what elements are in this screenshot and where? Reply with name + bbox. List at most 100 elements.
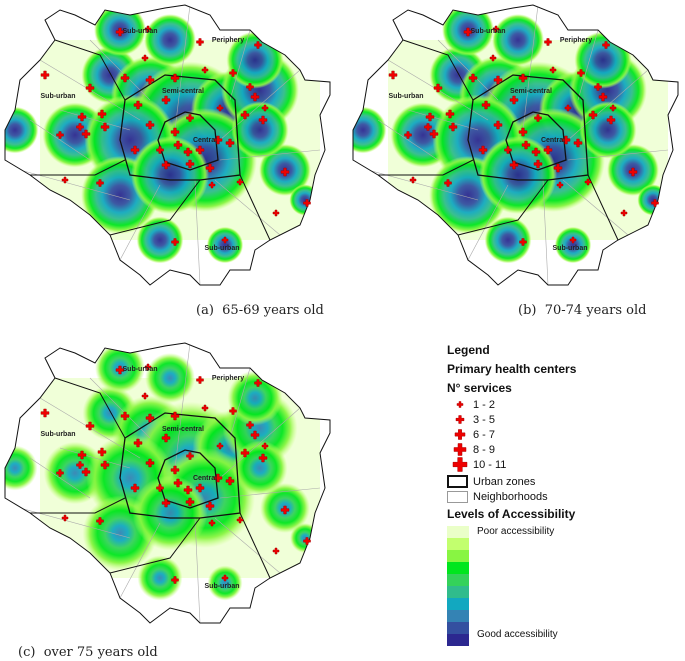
service-class-3: 8 - 9 <box>447 442 677 457</box>
urban-zone-boundary <box>239 174 271 241</box>
cross-icon <box>452 457 468 472</box>
health-center-marker <box>77 112 87 122</box>
health-center-marker <box>225 476 235 486</box>
urban-zone-boundary <box>30 497 126 514</box>
health-center-marker <box>85 421 95 431</box>
caption-b: (b) 70-74 years old <box>518 303 647 318</box>
health-center-marker <box>161 95 171 105</box>
urban-zone-swatch <box>447 475 468 488</box>
health-center-marker <box>100 460 110 470</box>
neighborhood-boundary <box>219 487 321 499</box>
zone-label: Central <box>541 137 565 144</box>
health-center-marker <box>144 25 152 33</box>
health-center-marker <box>145 413 155 423</box>
ramp-swatch <box>447 622 469 634</box>
health-center-marker <box>173 478 183 488</box>
semi-central-zone-boundary <box>467 74 589 181</box>
health-center-marker <box>246 421 254 429</box>
health-center-marker <box>534 114 542 122</box>
health-center-marker <box>81 129 91 139</box>
neighborhood-boundary <box>567 69 649 141</box>
urban-zone-boundary <box>109 517 201 574</box>
health-center-marker <box>429 129 439 139</box>
health-center-marker <box>258 115 268 125</box>
zone-label: Periphery <box>560 37 592 44</box>
health-center-marker <box>509 95 519 105</box>
health-center-marker <box>61 514 69 522</box>
legend-title: Legend <box>447 343 490 357</box>
service-class-1: 3 - 5 <box>447 412 677 427</box>
neighborhood-boundary <box>174 343 191 469</box>
ramp-swatch <box>447 598 469 610</box>
zone-label: Sub-urban <box>471 28 506 35</box>
zone-label: Central <box>193 475 217 482</box>
health-center-marker <box>170 127 180 137</box>
health-center-marker <box>170 465 180 475</box>
urban-zone-boundary <box>378 159 474 176</box>
health-center-marker <box>100 122 110 132</box>
health-center-marker <box>141 392 149 400</box>
health-center-marker <box>185 159 195 169</box>
health-center-marker <box>145 458 155 468</box>
neighborhoods-label: Neighborhoods <box>473 490 548 503</box>
health-center-marker <box>433 83 443 93</box>
service-class-label: 1 - 2 <box>473 398 496 411</box>
health-center-marker <box>97 447 107 457</box>
health-center-marker <box>272 209 280 217</box>
health-center-marker <box>173 140 183 150</box>
health-center-marker <box>561 135 571 145</box>
semi-central-zone-boundary <box>119 412 241 519</box>
health-center-marker <box>195 145 205 155</box>
neighborhood-boundary <box>214 179 281 236</box>
health-center-marker <box>161 160 171 170</box>
semi-central-zone-boundary <box>119 74 241 181</box>
zone-label: Semi-central <box>510 88 552 95</box>
neighborhood-boundary <box>467 184 509 261</box>
health-center-marker <box>229 69 237 77</box>
health-center-marker <box>594 83 602 91</box>
zone-label: Semi-central <box>162 88 204 95</box>
neighborhood-boundary <box>59 447 131 469</box>
caption-c: (c) over 75 years old <box>18 645 158 660</box>
health-center-marker <box>549 66 557 74</box>
zone-label: Periphery <box>212 37 244 44</box>
ramp-swatch <box>447 526 469 538</box>
neighborhood-boundary <box>194 517 201 623</box>
health-center-marker <box>145 75 155 85</box>
health-center-marker <box>609 104 617 112</box>
health-center-marker <box>463 27 473 37</box>
health-center-marker <box>40 70 50 80</box>
health-center-marker <box>196 376 204 384</box>
health-center-marker <box>521 140 531 150</box>
zone-label: Central <box>193 137 217 144</box>
neighborhood-boundary <box>29 457 91 499</box>
health-center-marker <box>205 163 215 173</box>
health-center-marker <box>240 448 250 458</box>
health-center-marker <box>478 145 488 155</box>
ramp-swatch <box>447 574 469 586</box>
health-center-marker <box>303 537 311 545</box>
neighborhood-boundary <box>522 5 539 131</box>
health-center-marker <box>280 167 290 177</box>
caption-a: (a) 65-69 years old <box>196 303 324 318</box>
health-center-marker <box>493 75 503 85</box>
health-center-marker <box>208 519 216 527</box>
health-center-marker <box>170 73 180 83</box>
health-center-marker <box>186 114 194 122</box>
health-center-marker <box>96 517 104 525</box>
zone-label: Sub-urban <box>41 431 76 438</box>
service-class-2: 6 - 7 <box>447 427 677 442</box>
health-center-marker <box>120 411 130 421</box>
ramp-swatch <box>447 562 469 574</box>
neighborhood-boundary <box>377 119 439 161</box>
service-class-label: 3 - 5 <box>473 413 496 426</box>
health-center-marker <box>388 70 398 80</box>
health-center-marker <box>120 73 130 83</box>
neighborhood-boundary <box>194 179 201 285</box>
health-center-marker <box>468 73 478 83</box>
health-center-marker <box>133 100 143 110</box>
health-center-marker <box>258 453 268 463</box>
health-center-marker <box>85 83 95 93</box>
health-center-marker <box>61 176 69 184</box>
cross-icon <box>456 401 464 408</box>
